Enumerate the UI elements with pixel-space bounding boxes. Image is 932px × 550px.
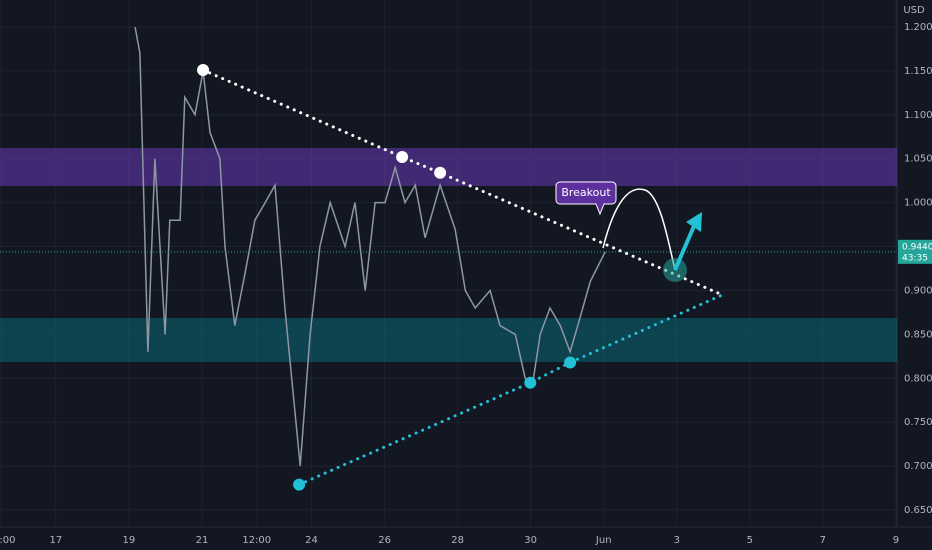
y-tick-label: 1.1000	[904, 110, 932, 121]
last-price-label: 0.9440	[902, 242, 932, 252]
x-tick-label: 9	[893, 535, 899, 546]
x-tick-label: 3	[674, 535, 680, 546]
countdown-label: 43:35	[902, 253, 928, 263]
callout	[555, 181, 617, 216]
price-line	[134, 26, 606, 467]
projection-curve	[602, 188, 676, 271]
y-tick-label: 1.0500	[904, 154, 932, 165]
x-tick-label: 28	[451, 535, 464, 546]
zone	[0, 147, 897, 186]
zone	[0, 318, 897, 363]
y-tick-label: 0.9000	[904, 285, 932, 296]
pivot-point	[564, 356, 577, 369]
trendline	[297, 293, 724, 487]
pivot-point	[434, 166, 447, 179]
annotation: Breakout	[561, 186, 611, 199]
x-tick-label: 30	[524, 535, 537, 546]
currency: USD	[903, 5, 925, 16]
pivot-point	[293, 478, 306, 491]
x-tick-label: Jun	[595, 535, 612, 546]
x-tick-label: 5	[747, 535, 753, 546]
x-tick-label: 7	[820, 535, 826, 546]
y-tick-label: 1.0000	[904, 198, 932, 209]
x-tick-label: 26	[378, 535, 391, 546]
y-tick-label: 1.2000	[904, 22, 932, 33]
pivot-point	[524, 376, 537, 389]
x-tick-label: 21	[196, 535, 209, 546]
arrow	[673, 225, 696, 271]
x-tick-label: 17	[50, 535, 63, 546]
arrowhead	[686, 212, 702, 232]
y-tick-label: 1.1500	[904, 66, 932, 77]
pivot-point	[197, 64, 210, 77]
pivot-point	[396, 150, 409, 163]
x-tick-label: 12:00	[0, 535, 16, 546]
x-tick-label: 24	[305, 535, 318, 546]
x-tick-label: 12:00	[242, 535, 271, 546]
x-tick-label: 19	[123, 535, 136, 546]
last-price-box	[898, 239, 932, 264]
trendline	[201, 68, 724, 297]
